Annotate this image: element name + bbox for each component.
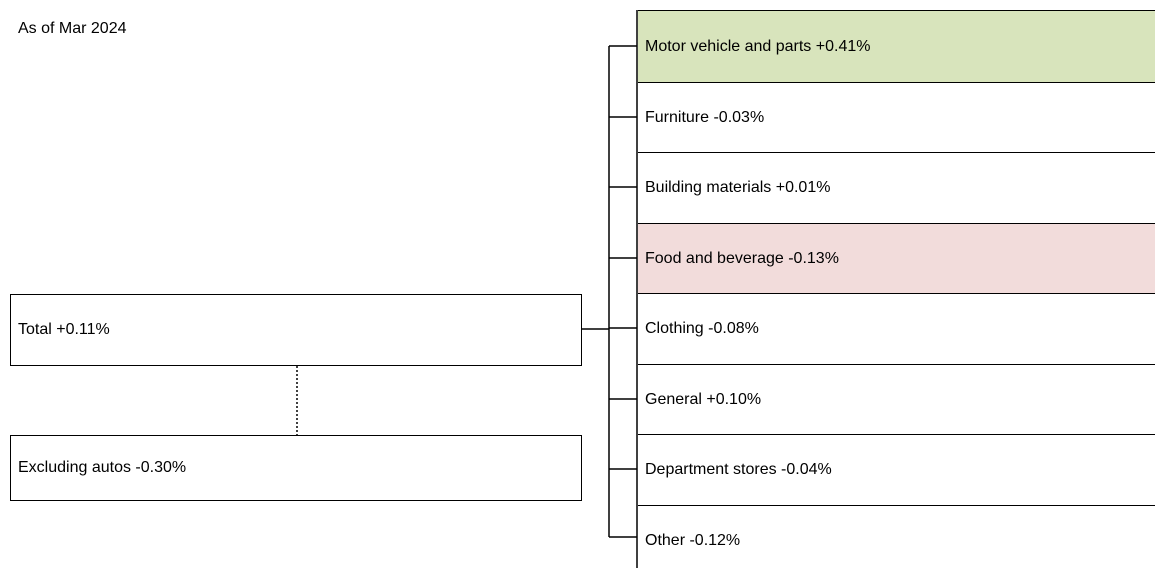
item-label: General +0.10% — [645, 390, 762, 408]
item-label: Department stores -0.04% — [645, 461, 832, 478]
item-label: Other -0.12% — [645, 532, 741, 549]
item-row: Building materials +0.01% — [638, 152, 1155, 223]
item-label: Motor vehicle and parts +0.41% — [645, 37, 871, 55]
total-box: Total +0.11% — [10, 294, 582, 366]
item-row: Food and beverage -0.13% — [638, 223, 1155, 293]
as-of-note: As of Mar 2024 — [18, 20, 127, 37]
item-row: Furniture -0.03% — [638, 82, 1155, 152]
excluding-autos-label: Excluding autos -0.30% — [18, 459, 187, 476]
item-row: Department stores -0.04% — [638, 434, 1155, 505]
excluding-autos-box: Excluding autos -0.30% — [10, 435, 582, 501]
item-row: Clothing -0.08% — [638, 293, 1155, 364]
item-label: Food and beverage -0.13% — [645, 249, 839, 267]
item-row: Other -0.12% — [638, 505, 1155, 576]
item-label: Clothing -0.08% — [645, 320, 759, 337]
item-row: Motor vehicle and parts +0.41% — [638, 10, 1155, 82]
item-row: General +0.10% — [638, 364, 1155, 434]
item-label: Furniture -0.03% — [645, 108, 765, 126]
item-label: Building materials +0.01% — [645, 179, 831, 196]
total-label: Total +0.11% — [18, 321, 110, 338]
